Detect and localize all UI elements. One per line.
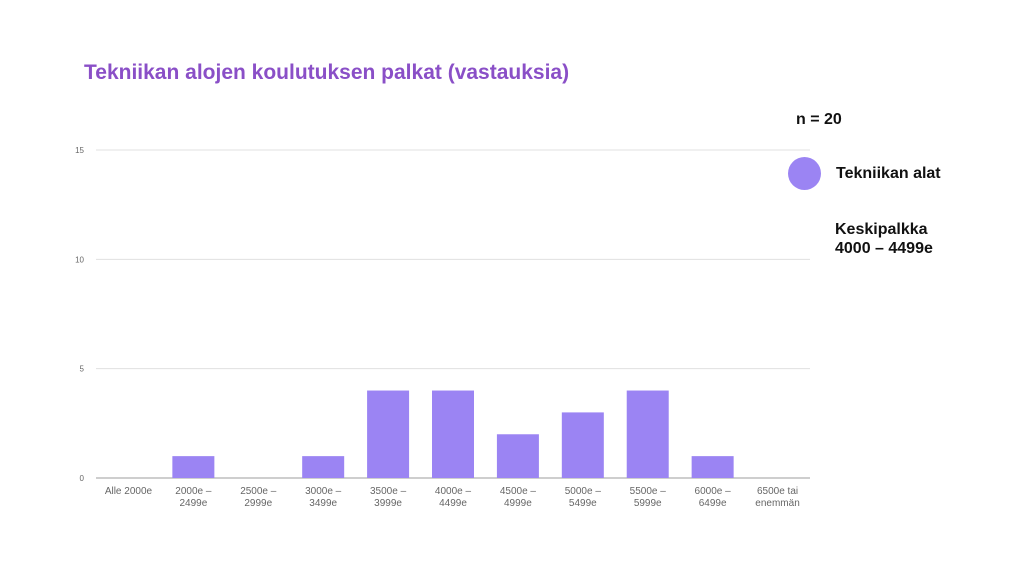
y-tick-label: 0 bbox=[80, 474, 85, 483]
x-tick-label: 5500e –5999e bbox=[630, 486, 667, 509]
bar bbox=[626, 390, 669, 478]
x-tick-label: 2000e –2499e bbox=[175, 486, 212, 509]
x-tick-label-line: Alle 2000e bbox=[105, 486, 153, 497]
chart-title: Tekniikan alojen koulutuksen palkat (vas… bbox=[84, 61, 570, 84]
bar bbox=[367, 390, 410, 478]
x-tick-label-line: 3499e bbox=[309, 498, 337, 509]
x-tick-label-line: 3999e bbox=[374, 498, 402, 509]
x-tick-label-line: 4500e – bbox=[500, 486, 537, 497]
x-tick-label: 3000e –3499e bbox=[305, 486, 342, 509]
x-tick-label-line: 5499e bbox=[569, 498, 597, 509]
x-tick-label: Alle 2000e bbox=[105, 486, 153, 497]
x-tick-label: 6000e –6499e bbox=[695, 486, 732, 509]
x-tick-label-line: 3000e – bbox=[305, 486, 342, 497]
sample-size-label: n = 20 bbox=[796, 111, 842, 128]
x-tick-label-line: 2999e bbox=[244, 498, 272, 509]
legend-swatch bbox=[788, 157, 821, 190]
average-value: 4000 – 4499e bbox=[835, 240, 933, 257]
x-tick-label-line: 2499e bbox=[179, 498, 207, 509]
x-tick-label-line: 3500e – bbox=[370, 486, 407, 497]
bar bbox=[302, 456, 345, 478]
x-tick-label-line: 4499e bbox=[439, 498, 467, 509]
x-tick-label: 4000e –4499e bbox=[435, 486, 472, 509]
x-tick-label-line: 2500e – bbox=[240, 486, 277, 497]
x-tick-label: 4500e –4999e bbox=[500, 486, 537, 509]
x-tick-label-line: 6499e bbox=[699, 498, 727, 509]
x-tick-label-line: 2000e – bbox=[175, 486, 212, 497]
x-tick-label-line: 6000e – bbox=[695, 486, 732, 497]
bar bbox=[172, 456, 215, 478]
y-tick-label: 5 bbox=[80, 365, 85, 374]
average-heading: Keskipalkka bbox=[835, 221, 928, 238]
bar bbox=[691, 456, 734, 478]
legend-label: Tekniikan alat bbox=[836, 165, 941, 182]
x-tick-label-line: 4999e bbox=[504, 498, 532, 509]
x-tick-label: 5000e –5499e bbox=[565, 486, 602, 509]
x-tick-label: 6500e tai enemmän bbox=[755, 486, 799, 509]
x-tick-label-line: 4000e – bbox=[435, 486, 472, 497]
y-tick-label: 10 bbox=[75, 255, 84, 264]
x-tick-label-line: enemmän bbox=[755, 498, 799, 509]
x-tick-label-line: 5500e – bbox=[630, 486, 667, 497]
x-tick-label: 2500e –2999e bbox=[240, 486, 277, 509]
x-tick-label-line: 5000e – bbox=[565, 486, 602, 497]
y-tick-label: 15 bbox=[75, 146, 84, 155]
average-salary-note: Keskipalkka 4000 – 4499e bbox=[835, 220, 933, 258]
x-tick-label-line: 6500e tai bbox=[757, 486, 798, 497]
bar bbox=[496, 434, 539, 478]
x-tick-label: 3500e –3999e bbox=[370, 486, 407, 509]
x-tick-label-line: 5999e bbox=[634, 498, 662, 509]
bar bbox=[561, 412, 604, 478]
bar bbox=[432, 390, 474, 478]
